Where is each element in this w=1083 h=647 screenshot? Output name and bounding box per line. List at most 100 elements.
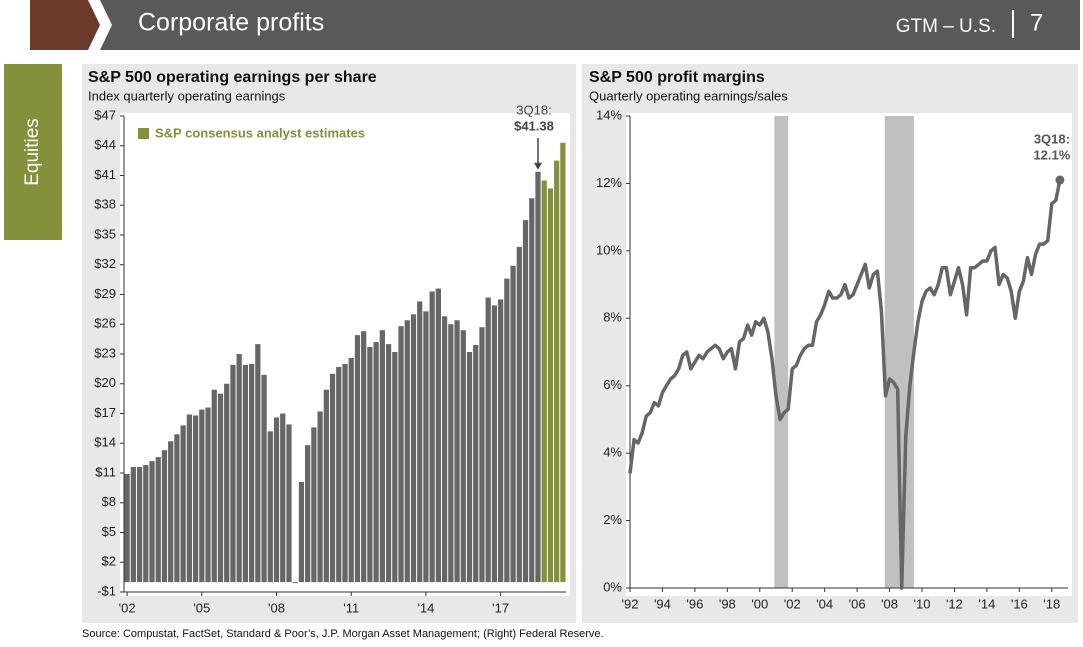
y-tick-label: $41 [94,167,116,182]
x-tick-label: '96 [686,596,703,611]
x-tick-label: '12 [946,596,963,611]
y-tick-label: 12% [596,175,622,190]
x-tick-label: '11 [343,600,359,615]
bar [367,347,373,583]
x-tick-label: '10 [914,596,931,611]
bar [392,352,398,583]
bar [385,344,392,583]
chart-subtitle: Index quarterly operating earnings [88,88,286,103]
plot-area [626,113,1072,596]
bar [305,445,311,583]
annotation: $41.38 [514,118,554,133]
y-tick-label: $44 [94,137,116,152]
bar [317,411,323,583]
bar [286,424,292,583]
chart-title: S&P 500 operating earnings per share [88,69,377,86]
y-tick-label: $47 [94,107,116,122]
x-tick-label: '18 [1043,596,1060,611]
chart-subtitle: Quarterly operating earnings/sales [589,88,788,103]
bar [460,330,466,583]
line [628,179,1062,590]
bar [498,299,504,583]
y-tick-label: 2% [603,512,622,527]
bar [404,320,410,583]
bar [348,357,354,583]
bar [354,335,361,583]
bar [541,180,547,583]
y-tick-label: 8% [603,310,622,325]
bar [205,407,211,583]
bar [255,344,261,583]
bar [361,331,367,583]
y-tick-label: $32 [94,256,116,271]
recession-band [774,116,789,588]
bar [560,142,566,583]
bar [236,354,242,583]
bar [230,364,236,583]
bar [466,352,473,583]
bar [267,431,273,583]
sidebar-tab [4,64,62,240]
bar [473,345,479,583]
bar [273,417,280,583]
bar [211,389,217,583]
bar [417,301,423,583]
bar [479,327,485,583]
x-tick-label: '17 [492,600,509,615]
bar [535,171,541,583]
bar [199,409,205,583]
y-tick-label: 14% [596,107,622,122]
bar [441,316,448,583]
bar [448,324,454,583]
header-chevron [30,0,100,50]
x-tick-label: '02 [784,596,801,611]
y-tick-label: $17 [94,405,116,420]
bar [323,389,329,583]
bar [180,425,186,583]
sidebar-label: Equities [22,118,43,186]
bar [155,457,161,583]
bar [410,314,417,583]
bar [398,326,404,583]
end-point [1055,175,1065,185]
x-tick-label: '06 [849,596,866,611]
bar [491,305,498,583]
bar [242,364,249,583]
y-tick-label: $35 [94,226,116,241]
y-tick-label: -$1 [97,583,116,598]
bar [342,363,348,583]
bar [249,363,255,583]
x-tick-label: '94 [654,596,671,611]
x-tick-label: '08 [881,596,898,611]
bar [192,415,199,583]
source-note: Source: Compustat, FactSet, Standard & P… [82,628,604,640]
y-tick-label: $11 [95,464,116,479]
x-tick-label: '08 [268,600,285,615]
y-tick-label: $26 [94,316,116,331]
annotation-arrowhead [533,162,542,170]
bar [529,198,535,583]
x-tick-label: '04 [816,596,833,611]
bar [329,373,336,583]
bar [547,188,554,583]
chart-title: S&P 500 profit margins [589,69,765,86]
y-tick-label: $8 [102,494,116,509]
x-tick-label: '14 [417,600,434,615]
x-tick-label: '14 [978,596,995,611]
annotation: 12.1% [1033,147,1070,162]
bar [124,473,130,583]
bar [292,582,298,584]
bar [136,467,143,583]
header-title: Corporate profits [138,9,324,37]
bar [186,414,192,583]
x-tick-label: '92 [622,596,639,611]
bar [522,220,529,583]
bar [168,441,174,583]
bar [149,461,155,583]
bar [280,413,286,583]
header-page: 7 [1030,9,1043,36]
bar [261,374,267,583]
chevron-gap [88,0,112,50]
legend-swatch [138,128,149,139]
